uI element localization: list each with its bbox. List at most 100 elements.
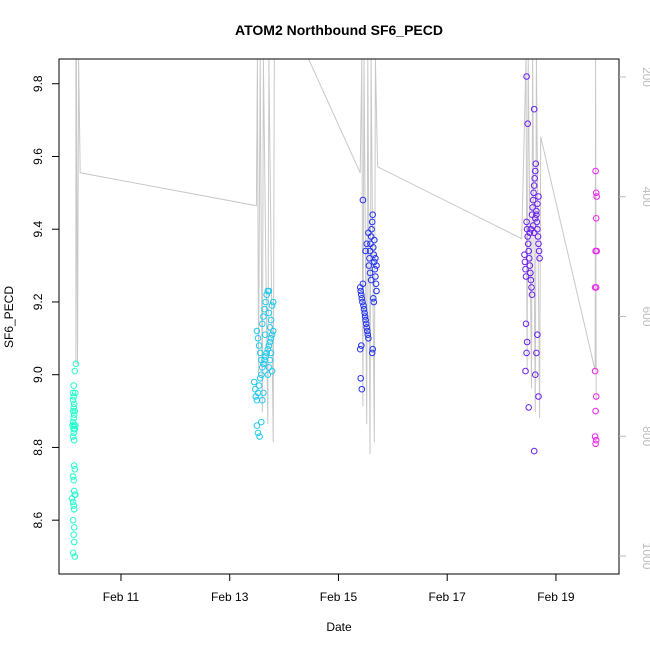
- x-tick-label: Feb 11: [103, 590, 140, 604]
- right-tick-label: 800: [640, 426, 650, 446]
- data-point: [371, 265, 379, 273]
- data-point: [370, 298, 378, 306]
- data-point: [255, 342, 263, 349]
- data-point: [527, 269, 534, 277]
- x-tick-label: Feb 17: [429, 590, 467, 604]
- data-point: [522, 265, 529, 273]
- data-point: [70, 429, 77, 437]
- data-point: [267, 349, 275, 357]
- data-point: [524, 233, 532, 240]
- data-point: [526, 262, 534, 269]
- series-3: [521, 73, 543, 455]
- data-point: [70, 400, 78, 408]
- data-point: [534, 200, 541, 208]
- altitude-trace-layer: [75, 58, 597, 455]
- series-1: [250, 287, 277, 440]
- data-point: [532, 371, 539, 379]
- data-point: [69, 433, 77, 440]
- data-point: [592, 393, 600, 400]
- x-tick-label: Feb 15: [320, 590, 358, 604]
- data-point: [365, 229, 372, 237]
- data-point: [525, 247, 533, 255]
- data-point: [523, 338, 531, 346]
- data-point: [252, 393, 260, 400]
- data-point: [71, 466, 79, 473]
- data-point: [356, 345, 364, 353]
- data-point: [528, 211, 536, 218]
- data-point: [364, 331, 372, 339]
- data-point: [592, 167, 599, 175]
- data-point: [523, 218, 530, 226]
- right-tick-label: 400: [640, 187, 650, 207]
- data-point: [70, 411, 78, 419]
- data-point: [359, 280, 367, 288]
- data-point: [360, 302, 367, 309]
- y-tick-label: 8.8: [31, 439, 45, 456]
- data-point: [259, 364, 266, 371]
- y-tick-label: 9.2: [31, 293, 45, 310]
- data-point: [369, 345, 377, 353]
- data-point: [72, 360, 80, 368]
- data-point: [266, 338, 274, 346]
- data-point: [521, 258, 529, 266]
- data-point: [69, 396, 77, 404]
- data-point: [371, 236, 378, 244]
- data-point: [357, 375, 365, 382]
- data-point: [521, 251, 528, 258]
- data-point: [358, 291, 365, 299]
- data-point: [362, 316, 369, 324]
- chart-title: ATOM2 Northbound SF6_PECD: [235, 22, 443, 38]
- data-point: [369, 211, 377, 218]
- data-point: [527, 276, 535, 284]
- data-point: [360, 305, 368, 313]
- data-point: [69, 498, 77, 506]
- data-point: [368, 349, 376, 357]
- data-point: [532, 160, 540, 167]
- data-point: [266, 356, 274, 364]
- right-tick-label: 1000: [640, 543, 650, 570]
- x-axis-label: Date: [326, 620, 352, 634]
- data-point: [260, 360, 267, 368]
- x-axis: Feb 11 Feb 13 Feb 15 Feb 17 Feb 19: [103, 573, 575, 604]
- data-point: [592, 436, 600, 444]
- data-point: [259, 396, 266, 404]
- scatter-points-layer: [68, 73, 601, 560]
- data-point: [256, 375, 264, 382]
- data-point: [265, 364, 273, 371]
- data-point: [254, 429, 262, 437]
- data-point: [367, 276, 375, 284]
- y-tick-label: 9.0: [31, 366, 45, 383]
- data-point: [359, 298, 366, 306]
- data-point: [71, 367, 79, 375]
- data-point: [70, 462, 78, 469]
- data-point: [534, 233, 542, 240]
- data-point: [358, 295, 366, 302]
- data-point: [256, 349, 264, 357]
- data-point: [253, 327, 261, 335]
- data-point: [526, 254, 533, 262]
- data-point: [523, 349, 530, 357]
- y-tick-label: 9.4: [31, 221, 45, 238]
- right-axis: 200 400 600 800 1000: [619, 67, 650, 570]
- data-point: [535, 393, 542, 400]
- data-point: [361, 313, 369, 320]
- y-axis-label: SF6_PECD: [2, 286, 16, 348]
- data-point: [372, 254, 379, 262]
- data-point: [264, 371, 272, 379]
- data-point: [372, 280, 380, 288]
- data-point: [265, 342, 273, 349]
- data-point: [268, 302, 276, 309]
- data-point: [533, 211, 540, 218]
- data-point: [69, 389, 77, 397]
- data-point: [69, 422, 76, 429]
- x-tick-label: Feb 13: [211, 590, 249, 604]
- data-point: [592, 440, 599, 448]
- data-point: [358, 342, 365, 349]
- data-point: [70, 415, 77, 422]
- data-point: [363, 324, 371, 331]
- right-tick-label: 600: [640, 306, 650, 326]
- data-point: [72, 422, 79, 429]
- data-point: [370, 244, 377, 251]
- data-point: [72, 389, 79, 397]
- data-point: [70, 506, 78, 513]
